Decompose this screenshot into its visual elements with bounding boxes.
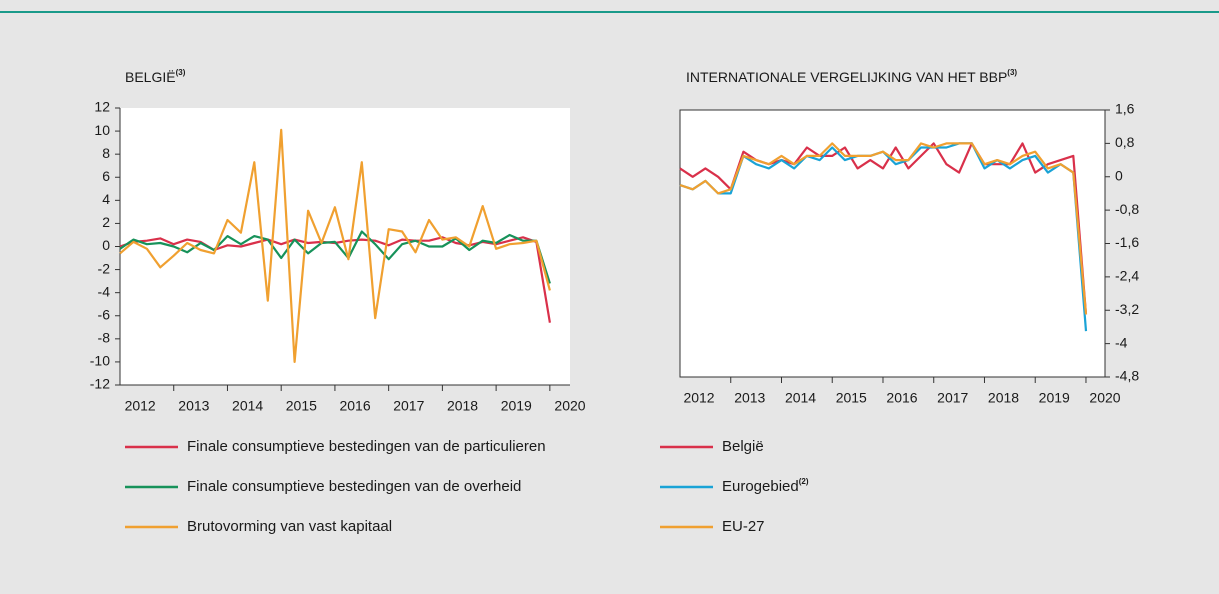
y-tick-label: -8 [98, 330, 111, 346]
x-tick-label: 2019 [501, 398, 532, 414]
x-tick-label: 2013 [734, 390, 765, 406]
y-tick-label: 6 [102, 168, 110, 184]
y-tick-label: -4 [98, 283, 111, 299]
x-tick-label: 2017 [937, 390, 968, 406]
legend-label: EU-27 [722, 518, 765, 535]
y-tick-label: -2 [98, 260, 111, 276]
x-tick-label: 2014 [232, 398, 263, 414]
legend-label-text: België [722, 438, 764, 455]
y-tick-label: 0 [102, 237, 110, 253]
x-tick-label: 2015 [836, 390, 867, 406]
y-tick-label: 10 [94, 122, 110, 138]
legend-label: Finale consumptieve bestedingen van de p… [187, 438, 546, 455]
legend-label-text: Finale consumptieve bestedingen van de o… [187, 478, 521, 495]
x-tick-label: 2020 [554, 398, 585, 414]
y-tick-label: 0,8 [1115, 134, 1135, 150]
legend-label-text: EU-27 [722, 518, 765, 535]
chart-title-text: BELGIË [125, 69, 176, 85]
y-tick-label: -6 [98, 306, 111, 322]
y-tick-label: 8 [102, 145, 110, 161]
x-tick-label: 2018 [447, 398, 478, 414]
series-line [119, 128, 551, 363]
legend-label: Brutovorming van vast kapitaal [187, 518, 392, 535]
y-tick-label: -10 [90, 353, 110, 369]
plot-area [679, 109, 1106, 378]
y-tick-label: -4,8 [1115, 368, 1139, 384]
x-tick-label: 2012 [125, 398, 156, 414]
y-tick-label: 1,6 [1115, 101, 1135, 117]
y-tick-label: 0 [1115, 167, 1123, 183]
legend-label-sup: (2) [799, 477, 809, 486]
x-tick-label: 2019 [1039, 390, 1070, 406]
y-tick-label: -1,6 [1115, 234, 1139, 250]
series-line [679, 142, 1088, 315]
x-tick-label: 2016 [886, 390, 917, 406]
legend-label: Eurogebied(2) [722, 477, 809, 495]
y-tick-label: -4 [1115, 334, 1128, 350]
y-tick-label: 12 [94, 99, 110, 115]
chart-title-text: INTERNATIONALE VERGELIJKING VAN HET BBP [686, 69, 1007, 85]
y-tick-label: -2,4 [1115, 268, 1139, 284]
legend-label-text: Brutovorming van vast kapitaal [187, 518, 392, 535]
legend-label: Finale consumptieve bestedingen van de o… [187, 478, 521, 495]
legend-label-text: Eurogebied [722, 478, 799, 495]
x-tick-label: 2016 [339, 398, 370, 414]
x-tick-label: 2013 [178, 398, 209, 414]
y-tick-label: 4 [102, 191, 110, 207]
legend-label: België [722, 438, 764, 455]
x-tick-label: 2017 [393, 398, 424, 414]
chart-title-sup: (3) [176, 68, 186, 77]
chart-title: BELGIË(3) [125, 68, 186, 85]
x-tick-label: 2014 [785, 390, 816, 406]
chart-title-sup: (3) [1007, 68, 1017, 77]
x-tick-label: 2020 [1089, 390, 1120, 406]
x-tick-label: 2018 [988, 390, 1019, 406]
chart-title: INTERNATIONALE VERGELIJKING VAN HET BBP(… [686, 68, 1017, 85]
x-tick-label: 2015 [286, 398, 317, 414]
y-tick-label: -12 [90, 376, 110, 392]
y-tick-label: -0,8 [1115, 201, 1139, 217]
y-tick-label: -3,2 [1115, 301, 1139, 317]
y-tick-label: 2 [102, 214, 110, 230]
series-line [679, 142, 1088, 315]
legend-label-text: Finale consumptieve bestedingen van de p… [187, 438, 546, 455]
series-line [119, 230, 551, 284]
x-tick-label: 2012 [683, 390, 714, 406]
